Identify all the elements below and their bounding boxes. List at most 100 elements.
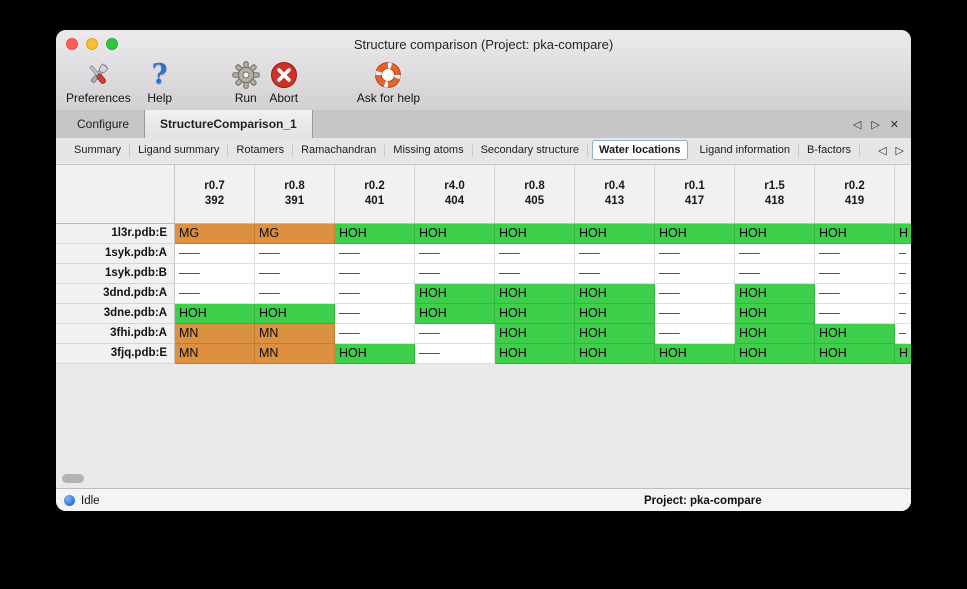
subtab-secondary-structure[interactable]: Secondary structure	[473, 143, 589, 157]
table-cell-empty[interactable]: –	[895, 284, 911, 304]
toolbar-button-abort[interactable]: Abort	[269, 60, 299, 105]
table-cell-empty[interactable]: –––	[175, 264, 255, 284]
table-cell-empty[interactable]: –	[895, 244, 911, 264]
minimize-window-button[interactable]	[86, 38, 98, 50]
table-cell-water[interactable]: HOH	[415, 304, 495, 324]
table-cell-empty[interactable]: –––	[415, 244, 495, 264]
column-header-418: r1.5 418	[735, 165, 815, 223]
table-cell-water[interactable]: H	[895, 224, 911, 244]
subtab-b-factors[interactable]: B-factors	[799, 143, 861, 157]
table-cell-empty[interactable]: –––	[735, 244, 815, 264]
subtab-forward-arrow-icon[interactable]: ▷	[895, 144, 904, 157]
table-cell-water[interactable]: HOH	[655, 224, 735, 244]
table-cell-water[interactable]: H	[895, 344, 911, 364]
table-cell-metal[interactable]: MN	[255, 324, 335, 344]
window-titlebar[interactable]: Structure comparison (Project: pka-compa…	[56, 30, 911, 58]
table-cell-empty[interactable]: –––	[255, 284, 335, 304]
table-cell-empty[interactable]: –––	[415, 344, 495, 364]
table-cell-empty[interactable]: –	[895, 304, 911, 324]
subtab-ligand-summary[interactable]: Ligand summary	[130, 143, 229, 157]
tab-back-arrow-icon[interactable]: ◁	[852, 118, 862, 131]
table-cell-empty[interactable]: –––	[575, 244, 655, 264]
table-cell-water[interactable]: HOH	[575, 224, 655, 244]
table-cell-water[interactable]: HOH	[175, 304, 255, 324]
table-cell-water[interactable]: HOH	[735, 224, 815, 244]
subtab-back-arrow-icon[interactable]: ◁	[878, 144, 887, 157]
subtab-water-locations[interactable]: Water locations	[592, 140, 688, 160]
table-cell-water[interactable]: HOH	[495, 284, 575, 304]
table-cell-empty[interactable]: –––	[655, 304, 735, 324]
table-cell-empty[interactable]: –––	[815, 244, 895, 264]
zoom-window-button[interactable]	[106, 38, 118, 50]
table-cell-empty[interactable]: –––	[255, 264, 335, 284]
table-cell-water[interactable]: HOH	[575, 324, 655, 344]
table-cell-water[interactable]: HOH	[575, 284, 655, 304]
table-cell-empty[interactable]: –––	[335, 264, 415, 284]
table-cell-empty[interactable]: –––	[735, 264, 815, 284]
table-cell-empty[interactable]: –––	[495, 244, 575, 264]
table-cell-empty[interactable]: –––	[655, 264, 735, 284]
table-cell-water[interactable]: HOH	[495, 324, 575, 344]
toolbar-button-ask-for-help[interactable]: Ask for help	[357, 60, 420, 105]
table-cell-empty[interactable]: –––	[415, 324, 495, 344]
table-cell-empty[interactable]: –	[895, 324, 911, 344]
table-cell-water[interactable]: HOH	[415, 284, 495, 304]
table-cell-empty[interactable]: –––	[255, 244, 335, 264]
table-cell-empty[interactable]: –––	[495, 264, 575, 284]
table-cell-empty[interactable]: –––	[175, 284, 255, 304]
tab-structurecomparison-1[interactable]: StructureComparison_1	[144, 110, 313, 138]
table-cell-water[interactable]: HOH	[335, 344, 415, 364]
table-cell-water[interactable]: HOH	[735, 284, 815, 304]
table-cell-water[interactable]: HOH	[335, 224, 415, 244]
toolbar-button-run[interactable]: Run	[231, 60, 261, 105]
table-cell-empty[interactable]: –––	[815, 304, 895, 324]
table-cell-water[interactable]: HOH	[575, 344, 655, 364]
table-cell-metal[interactable]: MG	[255, 224, 335, 244]
table-cell-empty[interactable]: –––	[655, 284, 735, 304]
table-cell-empty[interactable]: –––	[655, 324, 735, 344]
table-cell-empty[interactable]: –––	[175, 244, 255, 264]
subtab-summary[interactable]: Summary	[66, 143, 131, 157]
table-cell-water[interactable]: HOH	[495, 224, 575, 244]
table-cell-water[interactable]: HOH	[735, 324, 815, 344]
subtab-rotamers[interactable]: Rotamers	[228, 143, 294, 157]
subtab-ligand-information[interactable]: Ligand information	[692, 143, 800, 157]
table-cell-metal[interactable]: MN	[175, 324, 255, 344]
table-cell-water[interactable]: HOH	[255, 304, 335, 324]
table-cell-metal[interactable]: MN	[175, 344, 255, 364]
horizontal-scrollbar[interactable]	[56, 468, 911, 488]
table-cell-metal[interactable]: MG	[175, 224, 255, 244]
table-cell-water[interactable]: HOH	[815, 324, 895, 344]
table-cell-empty[interactable]: –––	[415, 264, 495, 284]
table-cell-empty[interactable]: –––	[335, 244, 415, 264]
table-cell-water[interactable]: HOH	[495, 344, 575, 364]
table-cell-empty[interactable]: –	[895, 264, 911, 284]
subtab-ramachandran[interactable]: Ramachandran	[293, 143, 386, 157]
subtab-missing-atoms[interactable]: Missing atoms	[385, 143, 473, 157]
close-window-button[interactable]	[66, 38, 78, 50]
table-cell-water[interactable]: HOH	[735, 304, 815, 324]
table-cell-water[interactable]: HOH	[815, 344, 895, 364]
tab-close-icon[interactable]: ✕	[889, 118, 899, 131]
table-cell-water[interactable]: HOH	[495, 304, 575, 324]
table-cell-empty[interactable]: –––	[335, 304, 415, 324]
table-cell-empty[interactable]: –––	[815, 264, 895, 284]
toolbar-button-preferences[interactable]: Preferences	[66, 60, 131, 105]
table-cell-empty[interactable]: –––	[335, 284, 415, 304]
table-cell-empty[interactable]: –––	[575, 264, 655, 284]
table-cell-water[interactable]: HOH	[735, 344, 815, 364]
table-cell-empty[interactable]: –––	[335, 324, 415, 344]
scrollbar-thumb[interactable]	[62, 474, 84, 483]
table-cell-water[interactable]: HOH	[655, 344, 735, 364]
tab-forward-arrow-icon[interactable]: ▷	[871, 118, 880, 131]
table-cell-water[interactable]: HOH	[575, 304, 655, 324]
table-cell-empty[interactable]: –––	[655, 244, 735, 264]
toolbar-button-help[interactable]: ? Help	[145, 60, 175, 106]
column-header-413: r0.4 413	[575, 165, 655, 223]
tab-configure[interactable]: Configure	[77, 117, 130, 131]
table-cell-empty[interactable]: –––	[815, 284, 895, 304]
table-cell-water[interactable]: HOH	[415, 224, 495, 244]
table-cell-metal[interactable]: MN	[255, 344, 335, 364]
table-cell-water[interactable]: HOH	[815, 224, 895, 244]
water-locations-table: r0.7 392 r0.8 391 r0.2 401 r4.0 404 r0.8 405 r0.4 4…	[56, 164, 911, 364]
